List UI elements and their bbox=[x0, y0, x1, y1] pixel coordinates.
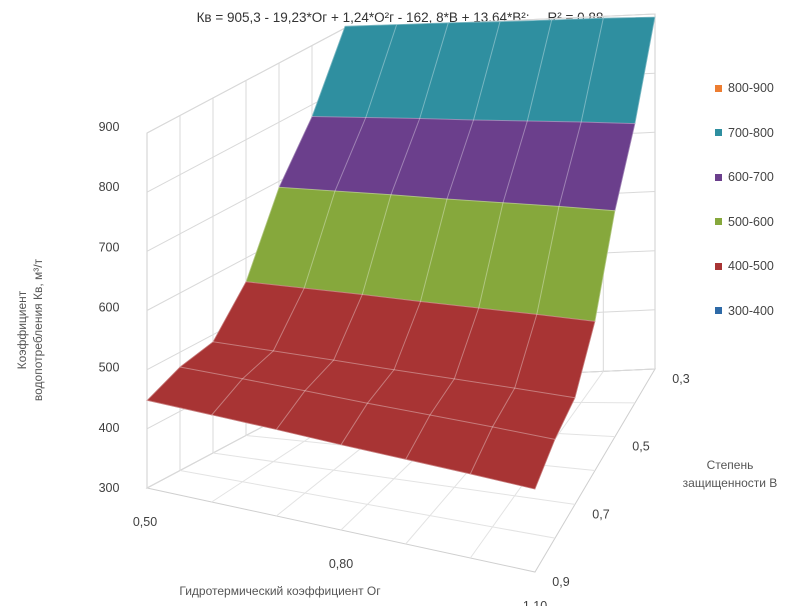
surface-mesh-line bbox=[534, 16, 656, 490]
floor-gridline bbox=[179, 470, 556, 539]
legend-swatch bbox=[715, 307, 722, 315]
x-tick-label: 0,80 bbox=[329, 557, 353, 571]
x-tick-label: 1,10 bbox=[523, 599, 547, 606]
y-tick-label: 700 bbox=[99, 240, 120, 254]
legend-swatch bbox=[715, 84, 722, 92]
surface-mesh-line bbox=[405, 19, 553, 460]
legend-item: 300-400 bbox=[715, 301, 774, 321]
y-tick-label: 800 bbox=[99, 180, 120, 194]
y-tick-label: 400 bbox=[99, 421, 120, 435]
depth-tick-label: 0,3 bbox=[672, 372, 689, 386]
legend-item: 500-600 bbox=[715, 212, 774, 232]
y-tick-label: 300 bbox=[99, 481, 120, 495]
surface-mesh-line bbox=[278, 186, 616, 212]
legend-label: 700-800 bbox=[728, 125, 774, 140]
y-axis-title: Коэффициент водопотребления Кв, м³/т bbox=[14, 230, 54, 430]
surface-cell bbox=[469, 426, 556, 490]
legend-swatch bbox=[715, 262, 722, 270]
surface-mesh-line bbox=[311, 116, 636, 125]
x-axis-title: Гидротермический коэффициент Ог bbox=[179, 584, 381, 598]
depth-tick-label: 0,5 bbox=[632, 440, 649, 454]
legend-label: 600-700 bbox=[728, 170, 774, 185]
legend-item: 600-700 bbox=[715, 167, 774, 187]
legend-label: 500-600 bbox=[728, 214, 774, 229]
y-axis-title-line-2: водопотребления Кв, м³/т bbox=[31, 258, 45, 402]
legend-label: 800-900 bbox=[728, 81, 774, 95]
surface-mesh-line bbox=[469, 17, 604, 475]
surface-mesh-line bbox=[344, 16, 656, 27]
legend-swatch bbox=[715, 173, 722, 181]
depth-axis-title-line-2: защищенности В bbox=[682, 476, 778, 490]
surface-mesh-line bbox=[340, 21, 501, 446]
y-tick-label: 500 bbox=[99, 361, 120, 375]
depth-axis-title: Степень защищенности В bbox=[660, 456, 800, 492]
legend-item: 400-500 bbox=[715, 256, 774, 276]
legend-swatch bbox=[715, 129, 722, 137]
legend: 800-900 700-800 600-700 500-600 400-500 … bbox=[715, 78, 774, 346]
y-tick-label: 900 bbox=[99, 120, 120, 134]
x-tick-label: 0,50 bbox=[133, 515, 157, 529]
surface-mesh-line bbox=[146, 399, 536, 490]
legend-swatch bbox=[715, 218, 722, 226]
depth-tick-label: 0,7 bbox=[592, 507, 609, 521]
surface-mesh-line bbox=[245, 281, 596, 322]
surface-mesh-line bbox=[275, 22, 449, 430]
legend-item: 800-900 bbox=[715, 78, 774, 98]
legend-item: 700-800 bbox=[715, 123, 774, 143]
surface-mesh-line bbox=[212, 341, 576, 399]
floor-gridline bbox=[212, 452, 576, 505]
y-axis-title-line-1: Коэффициент bbox=[15, 290, 29, 370]
legend-label: 400-500 bbox=[728, 259, 774, 274]
depth-axis-title-line-1: Степень bbox=[706, 458, 754, 472]
depth-tick-label: 0,9 bbox=[552, 575, 569, 589]
legend-label: 300-400 bbox=[728, 303, 774, 318]
surface-mesh-line bbox=[211, 24, 398, 416]
surface-mesh-line bbox=[146, 26, 346, 401]
surface-mesh-line bbox=[179, 366, 556, 440]
regression-equation: Кв = 905,3 - 19,23*Ог + 1,24*О²г - 162, … bbox=[196, 10, 530, 25]
y-tick-label: 600 bbox=[99, 301, 120, 315]
